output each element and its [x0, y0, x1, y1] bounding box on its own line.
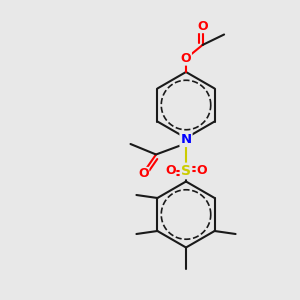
Text: O: O: [138, 167, 149, 181]
Text: S: S: [181, 164, 191, 178]
Text: O: O: [181, 52, 191, 65]
Text: O: O: [165, 164, 176, 178]
Text: O: O: [196, 164, 207, 178]
Text: N: N: [180, 133, 192, 146]
Text: O: O: [197, 20, 208, 33]
